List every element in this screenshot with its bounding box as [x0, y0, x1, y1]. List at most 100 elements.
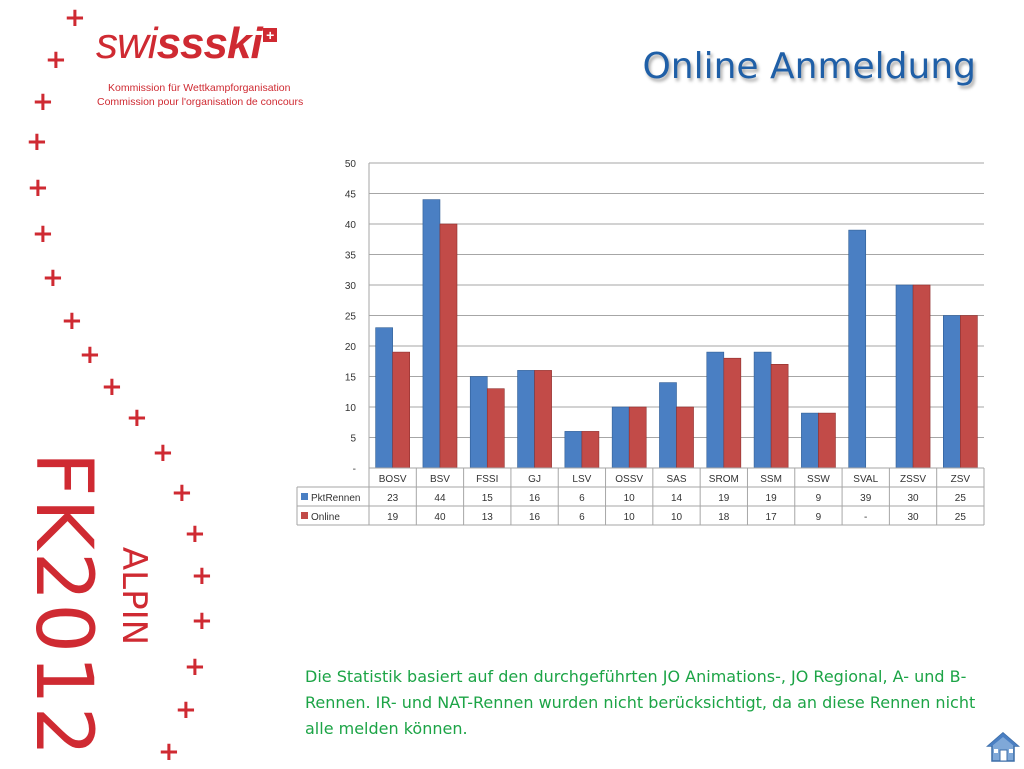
- decorative-cross-icon: +: [152, 438, 174, 468]
- x-category-label: SVAL: [853, 474, 878, 485]
- commission-name-fr: Commission pour l'organisation de concou…: [97, 96, 304, 108]
- data-label: 15: [482, 493, 494, 504]
- bar-pktrennen-ssw: [801, 412, 819, 469]
- y-tick-label: -: [353, 464, 356, 475]
- legend-swatch-online: [301, 512, 308, 519]
- bar-pktrennen-srom: [706, 351, 725, 469]
- x-category-label: SROM: [709, 474, 739, 485]
- decorative-cross-icon: +: [184, 519, 206, 549]
- data-label: 6: [579, 493, 585, 504]
- bar-pktrennen-gj: [517, 370, 535, 469]
- decorative-cross-icon: +: [64, 3, 86, 33]
- data-label: 18: [718, 512, 730, 523]
- data-label: 9: [816, 512, 822, 523]
- data-label: -: [864, 512, 867, 523]
- bar-online-zsv: [960, 315, 978, 469]
- y-tick-label: 50: [345, 159, 357, 170]
- decorative-cross-icon: +: [79, 340, 101, 370]
- data-label: 25: [955, 512, 967, 523]
- x-category-label: BSV: [430, 474, 450, 485]
- data-label: 10: [671, 512, 683, 523]
- decorative-cross-icon: +: [184, 652, 206, 682]
- discipline-label: ALPIN: [114, 546, 154, 646]
- data-label: 16: [529, 512, 541, 523]
- data-label: 19: [718, 493, 730, 504]
- bar-online-ssw: [818, 412, 836, 469]
- y-tick-label: 35: [345, 251, 357, 262]
- bar-online-ssm: [770, 364, 789, 469]
- decorative-cross-icon: +: [191, 606, 213, 636]
- decorative-cross-icon: +: [32, 87, 54, 117]
- x-category-label: ZSV: [951, 474, 971, 485]
- data-label: 13: [482, 512, 494, 523]
- logo-text-ssski: ssski: [156, 19, 263, 68]
- event-title: FK2012: [18, 451, 108, 759]
- y-tick-label: 15: [345, 373, 357, 384]
- legend-label-online: Online: [311, 512, 340, 523]
- decorative-cross-icon: +: [27, 173, 49, 203]
- bar-pktrennen-fssi: [469, 376, 488, 469]
- data-label: 17: [766, 512, 778, 523]
- y-tick-label: 5: [350, 434, 356, 445]
- decorative-cross-icon: +: [101, 372, 123, 402]
- data-label: 14: [671, 493, 683, 504]
- swissski-logo: swissski +: [96, 22, 296, 66]
- bar-online-ossv: [628, 406, 647, 469]
- x-category-label: ZSSV: [900, 474, 926, 485]
- decorative-cross-icon: +: [45, 45, 67, 75]
- legend-swatch-pktrennen: [301, 493, 308, 500]
- logo-text-sw: sw: [96, 19, 149, 68]
- x-category-label: SSW: [807, 474, 830, 485]
- decorative-cross-icon: +: [171, 478, 193, 508]
- bar-pktrennen-sval: [848, 229, 867, 469]
- data-label: 16: [529, 493, 541, 504]
- y-tick-label: 10: [345, 403, 357, 414]
- home-button[interactable]: [985, 730, 1021, 764]
- bar-online-bosv: [392, 351, 410, 469]
- statistics-note: Die Statistik basiert auf den durchgefüh…: [305, 667, 976, 738]
- bar-chart: - 5 10 15 20 25 30 35 40 45 50 BOSV BSV FSSI GJ LSV OSS…: [296, 159, 985, 526]
- x-category-label: GJ: [528, 474, 541, 485]
- bar-pktrennen-lsv: [564, 431, 583, 469]
- y-tick-label: 30: [345, 281, 357, 292]
- decorative-cross-icon: +: [175, 695, 197, 725]
- legend-label-pktrennen: PktRennen: [311, 493, 360, 504]
- decorative-cross-icon: +: [126, 403, 148, 433]
- data-label: 39: [860, 493, 872, 504]
- data-label: 23: [387, 493, 399, 504]
- x-category-label: FSSI: [476, 474, 498, 485]
- bar-online-srom: [723, 357, 742, 469]
- bar-pktrennen-sas: [659, 382, 677, 469]
- data-label: 44: [434, 493, 446, 504]
- decorative-cross-icon: +: [26, 127, 48, 157]
- bar-online-fssi: [486, 388, 505, 469]
- bar-online-sas: [676, 406, 694, 469]
- decorative-cross-icon: +: [61, 306, 83, 336]
- bar-pktrennen-bsv: [422, 199, 441, 469]
- bar-online-gj: [534, 370, 552, 469]
- decorative-cross-icon: +: [158, 737, 180, 767]
- x-category-label: LSV: [572, 474, 591, 485]
- data-label: 6: [579, 512, 585, 523]
- x-category-label: SSM: [760, 474, 782, 485]
- home-icon: [985, 732, 1021, 762]
- y-tick-label: 20: [345, 342, 357, 353]
- data-label: 40: [434, 512, 446, 523]
- x-category-label: OSSV: [615, 474, 643, 485]
- bar-pktrennen-bosv: [375, 327, 393, 469]
- data-label: 9: [816, 493, 822, 504]
- decorative-cross-icon: +: [32, 219, 54, 249]
- data-label: 19: [387, 512, 399, 523]
- data-label: 30: [907, 512, 919, 523]
- y-tick-label: 40: [345, 220, 357, 231]
- bar-online-zssv: [912, 284, 931, 469]
- data-label: 30: [907, 493, 919, 504]
- bar-online-lsv: [581, 431, 600, 469]
- bar-pktrennen-zssv: [895, 284, 914, 469]
- page-title: Online Anmeldung: [642, 46, 976, 87]
- bar-pktrennen-ossv: [611, 406, 630, 469]
- x-category-label: SAS: [666, 474, 686, 485]
- bar-pktrennen-zsv: [943, 315, 961, 469]
- data-label: 19: [766, 493, 778, 504]
- x-category-label: BOSV: [379, 474, 407, 485]
